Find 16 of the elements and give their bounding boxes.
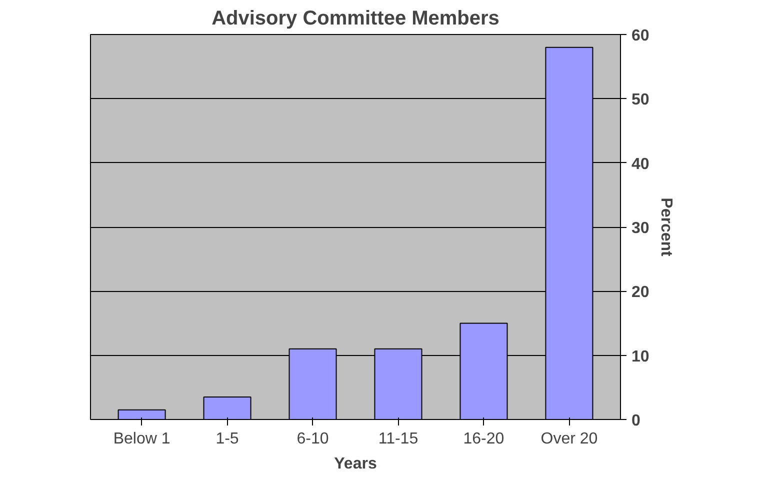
y-axis-title: Percent [657, 198, 674, 258]
x-axis-title: Years [334, 456, 377, 472]
y-tick-label: 30 [632, 220, 650, 237]
y-tick-label: 60 [632, 28, 650, 44]
y-tick-label: 50 [632, 92, 650, 109]
y-tick-label: 10 [632, 348, 650, 366]
x-tick-label: Below 1 [113, 430, 170, 448]
y-tick-label: 40 [632, 156, 650, 173]
x-tick-label: 11-15 [378, 430, 418, 448]
x-tick-label: 6-10 [296, 430, 329, 448]
x-tick-label: Over 20 [540, 430, 598, 448]
x-tick-label: 16-20 [463, 430, 504, 448]
chart-title: Advisory Committee Members [212, 8, 500, 30]
y-tick-label: 20 [632, 284, 650, 302]
y-tick-label: 0 [632, 412, 640, 430]
x-tick-label: 1-5 [216, 430, 239, 448]
